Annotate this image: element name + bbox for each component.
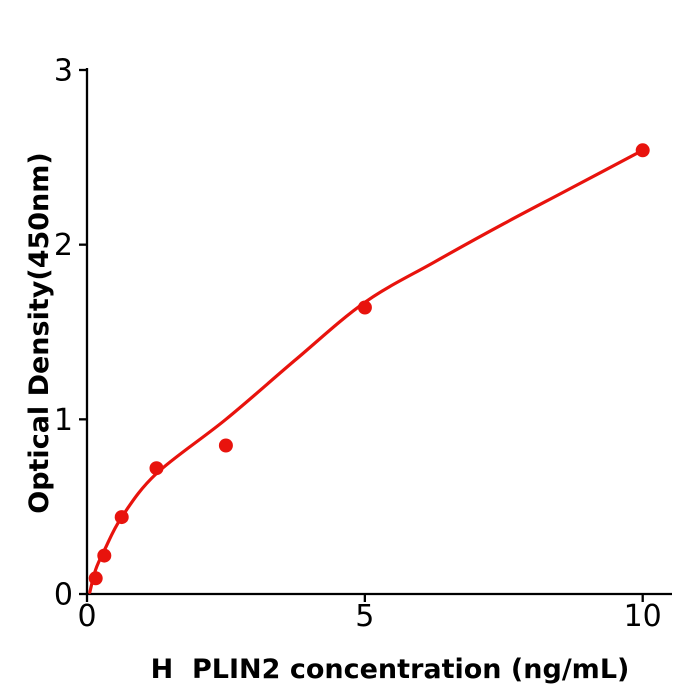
chart-marks [88, 143, 650, 594]
data-point [149, 461, 164, 476]
x-axis-title: H PLIN2 concentration (ng/mL) [151, 654, 630, 685]
data-point [635, 143, 650, 158]
y-tick-label: 1 [54, 403, 73, 438]
y-tick-label: 3 [54, 54, 73, 89]
axis-spines [85, 68, 672, 596]
data-point [218, 438, 233, 453]
x-tick-label: 0 [77, 599, 96, 634]
data-point [97, 548, 112, 563]
data-point [114, 510, 129, 525]
data-point [357, 300, 372, 315]
fit-curve [88, 148, 645, 594]
data-point [88, 571, 103, 586]
y-tick-label: 0 [54, 578, 73, 613]
x-tick-label: 5 [355, 599, 374, 634]
axes: 0 1 2 3 0 5 10 [54, 54, 672, 634]
y-axis-title: Optical Density(450nm) [24, 152, 55, 514]
x-tick-label: 10 [624, 599, 662, 634]
y-tick-label: 2 [54, 228, 73, 263]
